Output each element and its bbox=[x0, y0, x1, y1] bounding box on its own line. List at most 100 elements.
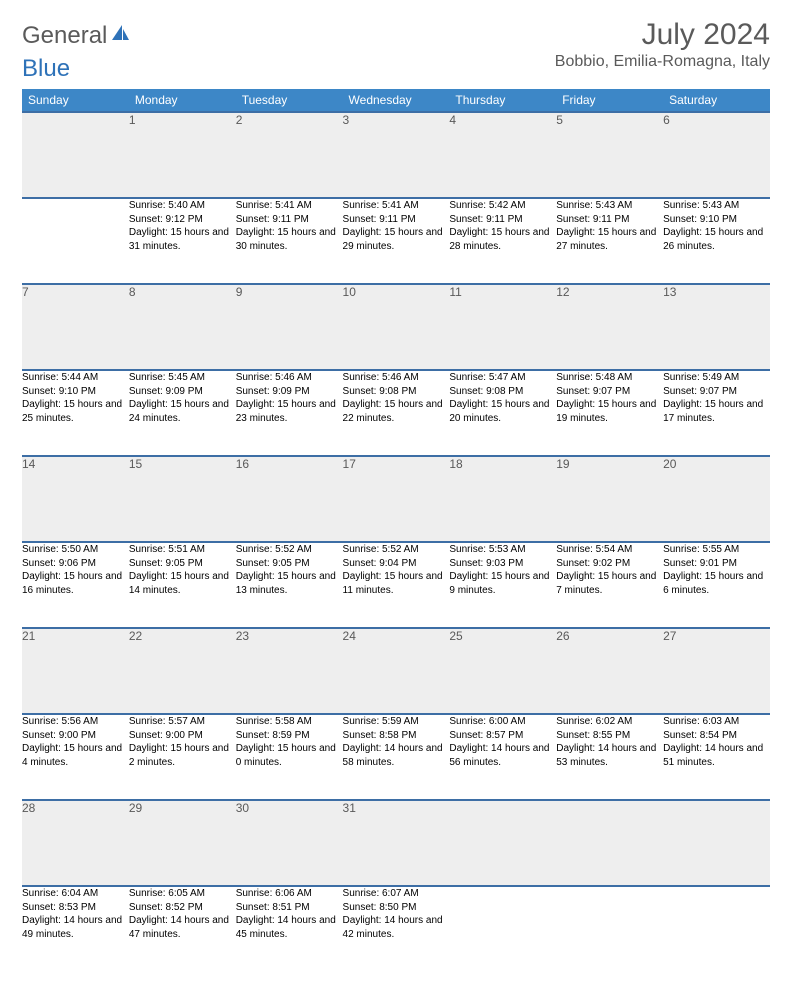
day-data-cell bbox=[663, 886, 770, 972]
brand-part2: Blue bbox=[22, 55, 70, 83]
sunset-text: Sunset: 9:05 PM bbox=[236, 557, 343, 571]
day-data-row: Sunrise: 5:50 AMSunset: 9:06 PMDaylight:… bbox=[22, 542, 770, 628]
day-number-cell bbox=[663, 800, 770, 886]
daylight-text: Daylight: 15 hours and 19 minutes. bbox=[556, 398, 663, 425]
day-number-cell: 14 bbox=[22, 456, 129, 542]
brand-part1: General bbox=[22, 22, 107, 50]
sunrise-text: Sunrise: 5:52 AM bbox=[236, 543, 343, 557]
daylight-text: Daylight: 15 hours and 2 minutes. bbox=[129, 742, 236, 769]
day-data-cell: Sunrise: 5:57 AMSunset: 9:00 PMDaylight:… bbox=[129, 714, 236, 800]
day-data-cell bbox=[556, 886, 663, 972]
day-number-cell bbox=[22, 112, 129, 198]
sunrise-text: Sunrise: 5:46 AM bbox=[236, 371, 343, 385]
day-number-cell: 19 bbox=[556, 456, 663, 542]
daylight-text: Daylight: 14 hours and 47 minutes. bbox=[129, 914, 236, 941]
sunset-text: Sunset: 9:11 PM bbox=[556, 213, 663, 227]
sunrise-text: Sunrise: 5:41 AM bbox=[343, 199, 450, 213]
sunset-text: Sunset: 9:02 PM bbox=[556, 557, 663, 571]
day-number-cell: 30 bbox=[236, 800, 343, 886]
sunrise-text: Sunrise: 5:51 AM bbox=[129, 543, 236, 557]
weekday-header: Thursday bbox=[449, 89, 556, 112]
daylight-text: Daylight: 15 hours and 27 minutes. bbox=[556, 226, 663, 253]
day-data-cell: Sunrise: 5:41 AMSunset: 9:11 PMDaylight:… bbox=[343, 198, 450, 284]
day-data-cell: Sunrise: 5:47 AMSunset: 9:08 PMDaylight:… bbox=[449, 370, 556, 456]
day-number-row: 21222324252627 bbox=[22, 628, 770, 714]
sunset-text: Sunset: 8:57 PM bbox=[449, 729, 556, 743]
day-number-cell: 8 bbox=[129, 284, 236, 370]
sunrise-text: Sunrise: 5:46 AM bbox=[343, 371, 450, 385]
day-number-cell: 2 bbox=[236, 112, 343, 198]
day-number-cell bbox=[449, 800, 556, 886]
sail-icon bbox=[109, 22, 131, 50]
sunrise-text: Sunrise: 5:59 AM bbox=[343, 715, 450, 729]
sunrise-text: Sunrise: 5:57 AM bbox=[129, 715, 236, 729]
day-data-row: Sunrise: 5:44 AMSunset: 9:10 PMDaylight:… bbox=[22, 370, 770, 456]
daylight-text: Daylight: 14 hours and 51 minutes. bbox=[663, 742, 770, 769]
sunrise-text: Sunrise: 5:44 AM bbox=[22, 371, 129, 385]
daylight-text: Daylight: 15 hours and 17 minutes. bbox=[663, 398, 770, 425]
calendar-table: Sunday Monday Tuesday Wednesday Thursday… bbox=[22, 89, 770, 972]
sunset-text: Sunset: 9:04 PM bbox=[343, 557, 450, 571]
sunrise-text: Sunrise: 5:43 AM bbox=[556, 199, 663, 213]
day-number-cell: 29 bbox=[129, 800, 236, 886]
sunrise-text: Sunrise: 5:48 AM bbox=[556, 371, 663, 385]
sunset-text: Sunset: 8:50 PM bbox=[343, 901, 450, 915]
sunset-text: Sunset: 9:01 PM bbox=[663, 557, 770, 571]
sunrise-text: Sunrise: 6:04 AM bbox=[22, 887, 129, 901]
sunrise-text: Sunrise: 5:56 AM bbox=[22, 715, 129, 729]
sunrise-text: Sunrise: 5:55 AM bbox=[663, 543, 770, 557]
sunset-text: Sunset: 9:06 PM bbox=[22, 557, 129, 571]
daylight-text: Daylight: 15 hours and 31 minutes. bbox=[129, 226, 236, 253]
daylight-text: Daylight: 15 hours and 16 minutes. bbox=[22, 570, 129, 597]
day-number-cell: 22 bbox=[129, 628, 236, 714]
sunrise-text: Sunrise: 5:47 AM bbox=[449, 371, 556, 385]
weekday-header: Wednesday bbox=[343, 89, 450, 112]
day-data-cell: Sunrise: 5:58 AMSunset: 8:59 PMDaylight:… bbox=[236, 714, 343, 800]
daylight-text: Daylight: 15 hours and 7 minutes. bbox=[556, 570, 663, 597]
weekday-header: Tuesday bbox=[236, 89, 343, 112]
sunset-text: Sunset: 9:08 PM bbox=[343, 385, 450, 399]
sunset-text: Sunset: 9:11 PM bbox=[236, 213, 343, 227]
day-number-cell: 3 bbox=[343, 112, 450, 198]
sunset-text: Sunset: 8:53 PM bbox=[22, 901, 129, 915]
day-data-cell: Sunrise: 5:54 AMSunset: 9:02 PMDaylight:… bbox=[556, 542, 663, 628]
sunrise-text: Sunrise: 5:40 AM bbox=[129, 199, 236, 213]
day-number-cell: 23 bbox=[236, 628, 343, 714]
day-number-cell: 6 bbox=[663, 112, 770, 198]
day-data-cell: Sunrise: 5:40 AMSunset: 9:12 PMDaylight:… bbox=[129, 198, 236, 284]
day-number-cell: 12 bbox=[556, 284, 663, 370]
day-data-cell: Sunrise: 5:49 AMSunset: 9:07 PMDaylight:… bbox=[663, 370, 770, 456]
daylight-text: Daylight: 15 hours and 9 minutes. bbox=[449, 570, 556, 597]
day-number-row: 14151617181920 bbox=[22, 456, 770, 542]
day-number-cell bbox=[556, 800, 663, 886]
day-number-cell: 31 bbox=[343, 800, 450, 886]
daylight-text: Daylight: 15 hours and 11 minutes. bbox=[343, 570, 450, 597]
sunset-text: Sunset: 9:05 PM bbox=[129, 557, 236, 571]
daylight-text: Daylight: 15 hours and 23 minutes. bbox=[236, 398, 343, 425]
sunrise-text: Sunrise: 6:06 AM bbox=[236, 887, 343, 901]
daylight-text: Daylight: 15 hours and 24 minutes. bbox=[129, 398, 236, 425]
sunset-text: Sunset: 8:58 PM bbox=[343, 729, 450, 743]
day-data-cell bbox=[22, 198, 129, 284]
day-data-cell: Sunrise: 5:44 AMSunset: 9:10 PMDaylight:… bbox=[22, 370, 129, 456]
day-data-cell: Sunrise: 6:03 AMSunset: 8:54 PMDaylight:… bbox=[663, 714, 770, 800]
day-data-cell: Sunrise: 5:55 AMSunset: 9:01 PMDaylight:… bbox=[663, 542, 770, 628]
day-data-cell: Sunrise: 6:07 AMSunset: 8:50 PMDaylight:… bbox=[343, 886, 450, 972]
weekday-header: Monday bbox=[129, 89, 236, 112]
day-number-row: 123456 bbox=[22, 112, 770, 198]
day-data-cell bbox=[449, 886, 556, 972]
sunrise-text: Sunrise: 5:54 AM bbox=[556, 543, 663, 557]
day-data-row: Sunrise: 5:40 AMSunset: 9:12 PMDaylight:… bbox=[22, 198, 770, 284]
sunrise-text: Sunrise: 5:49 AM bbox=[663, 371, 770, 385]
sunrise-text: Sunrise: 5:52 AM bbox=[343, 543, 450, 557]
sunset-text: Sunset: 9:03 PM bbox=[449, 557, 556, 571]
daylight-text: Daylight: 15 hours and 20 minutes. bbox=[449, 398, 556, 425]
sunrise-text: Sunrise: 5:42 AM bbox=[449, 199, 556, 213]
daylight-text: Daylight: 15 hours and 14 minutes. bbox=[129, 570, 236, 597]
day-data-cell: Sunrise: 6:05 AMSunset: 8:52 PMDaylight:… bbox=[129, 886, 236, 972]
day-data-cell: Sunrise: 5:46 AMSunset: 9:09 PMDaylight:… bbox=[236, 370, 343, 456]
day-number-row: 78910111213 bbox=[22, 284, 770, 370]
sunset-text: Sunset: 9:09 PM bbox=[129, 385, 236, 399]
daylight-text: Daylight: 15 hours and 6 minutes. bbox=[663, 570, 770, 597]
sunrise-text: Sunrise: 5:41 AM bbox=[236, 199, 343, 213]
